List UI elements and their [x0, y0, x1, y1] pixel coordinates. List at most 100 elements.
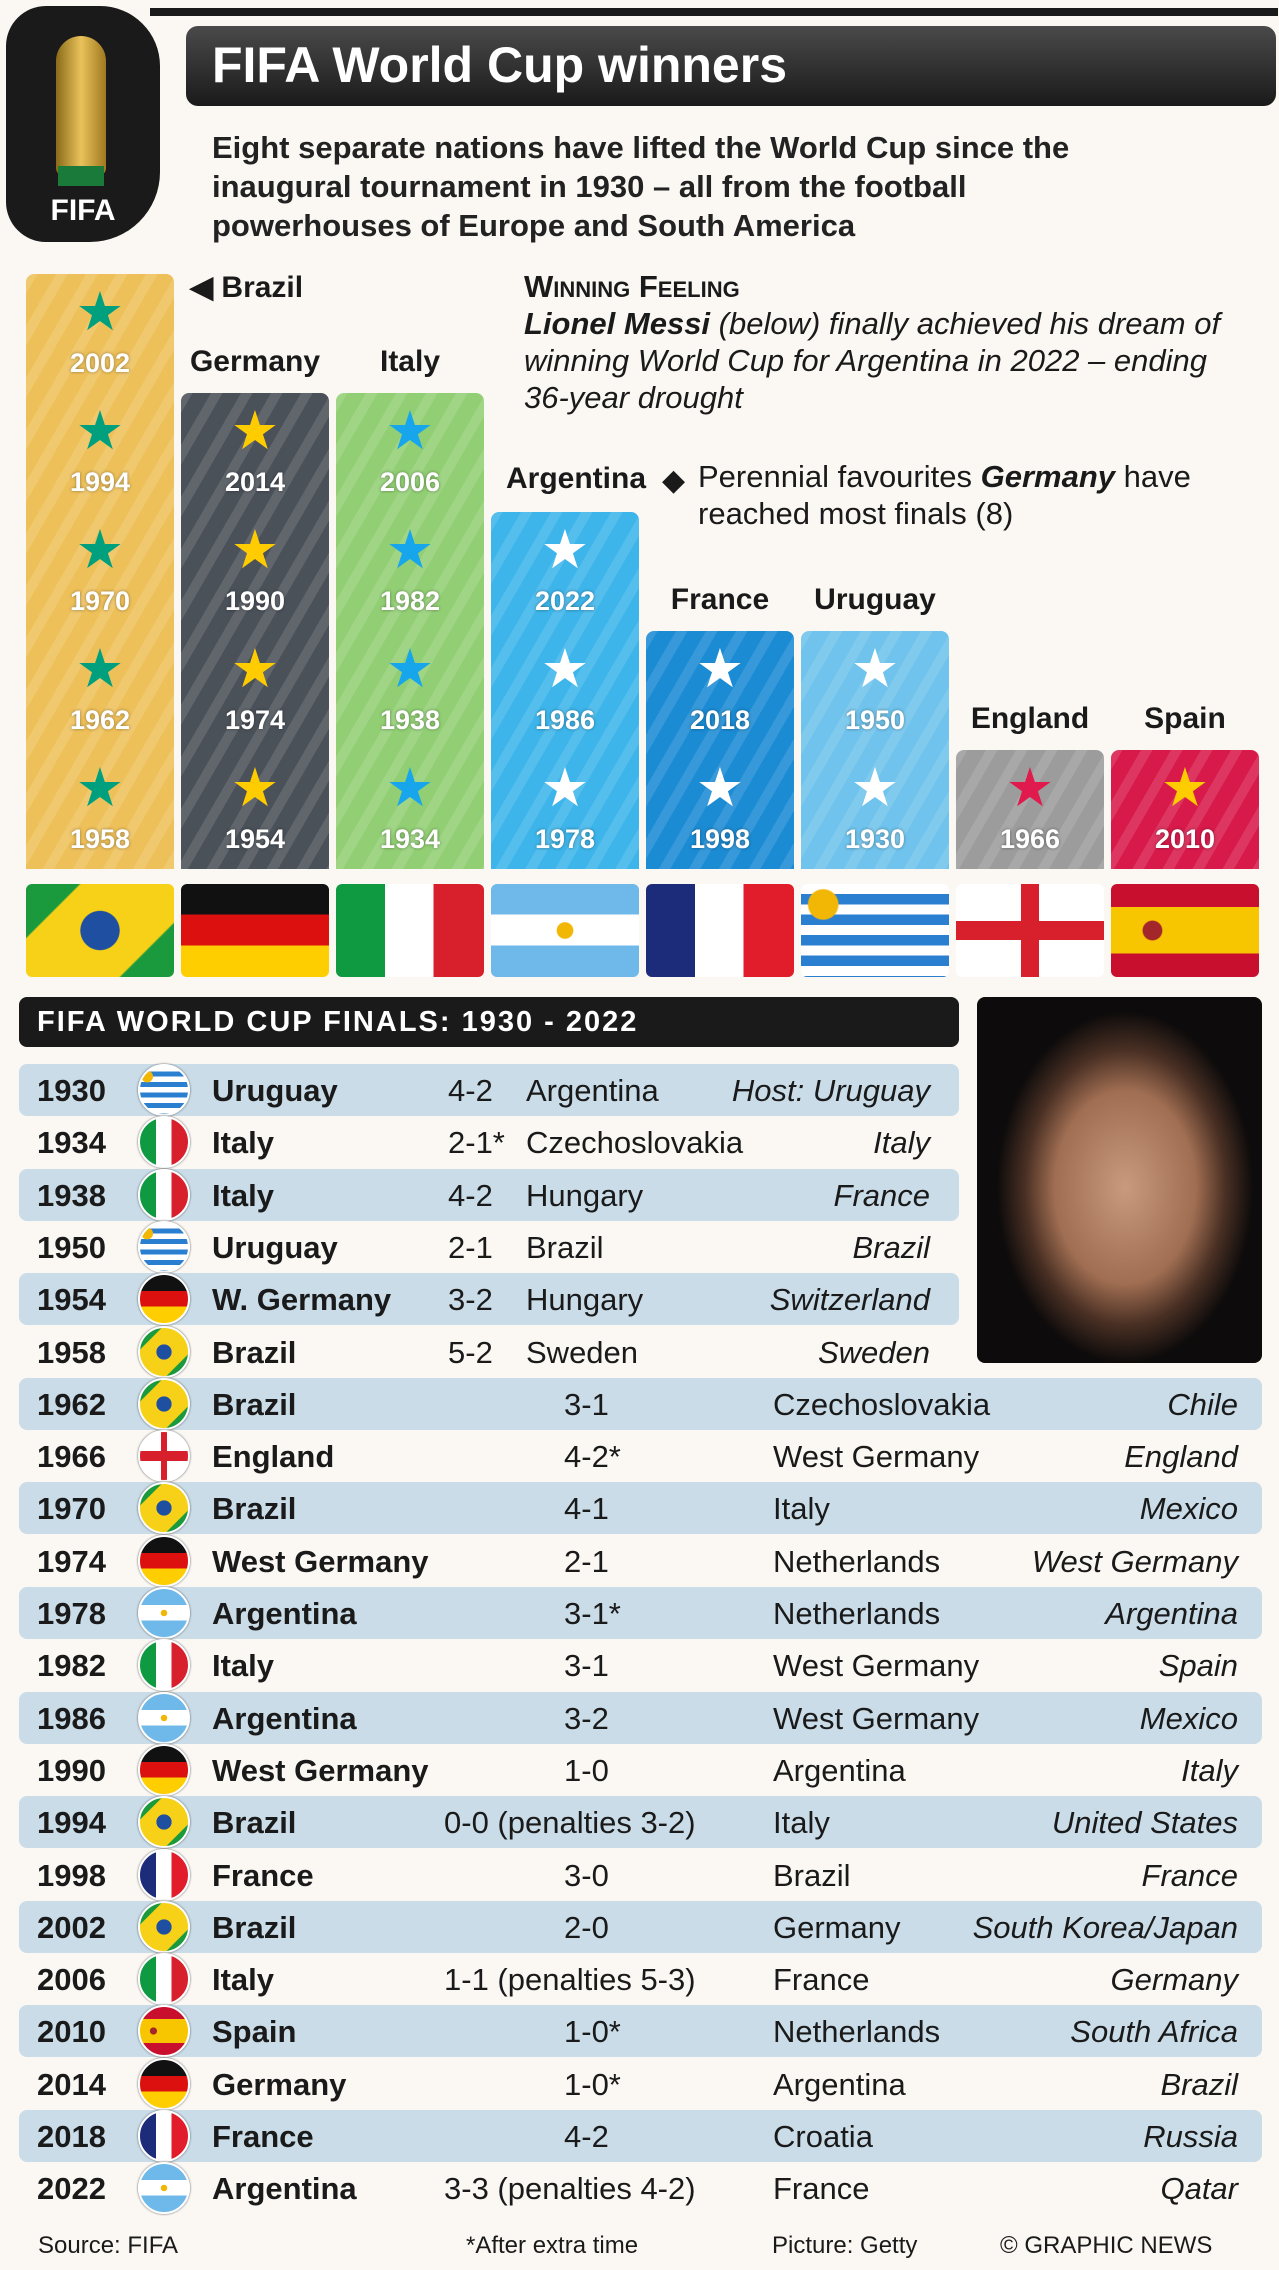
- star-icon: ★: [230, 520, 280, 580]
- flag-icon-uruguay: [138, 1064, 190, 1116]
- nation-column: ★ 2010: [1111, 750, 1259, 869]
- star-icon: ★: [385, 639, 435, 699]
- year: 1950: [37, 1229, 106, 1265]
- title-cell: ★ 2010: [1111, 750, 1259, 869]
- opponent: Argentina: [526, 1073, 659, 1108]
- title-year: 1934: [379, 824, 441, 854]
- star-icon: ★: [75, 639, 125, 699]
- flag-england: [956, 884, 1104, 977]
- title-year: 1938: [379, 705, 441, 735]
- trophy-icon: [56, 36, 106, 176]
- flag-icon-brazil: [138, 1482, 190, 1535]
- winner: Brazil: [212, 1909, 297, 1945]
- star-icon: ★: [385, 758, 435, 818]
- year: 1974: [37, 1543, 106, 1579]
- year: 2014: [37, 2066, 106, 2102]
- title-cell: ★ 1966: [956, 750, 1104, 869]
- winner: W. Germany: [212, 1282, 392, 1318]
- winner: Argentina: [212, 1700, 357, 1736]
- title-cell: ★ 2018: [646, 631, 794, 750]
- opponent: Netherlands: [773, 2014, 941, 2050]
- star-icon: ★: [75, 758, 125, 818]
- winner: West Germany: [212, 1543, 429, 1579]
- score: 4-1: [564, 1491, 609, 1527]
- title-cell: ★ 1970: [26, 512, 174, 631]
- diamond-icon: ◆: [662, 464, 686, 497]
- table-row: 1986 Argentina 3-2 West Germany Mexico: [19, 1691, 1262, 1744]
- host: Chile: [1167, 1386, 1238, 1422]
- table-row: 1990 West Germany 1-0 Argentina Italy: [19, 1743, 1262, 1796]
- score: 4-2: [448, 1073, 493, 1108]
- fav-name: Germany: [980, 459, 1116, 494]
- host: Russia: [1143, 2119, 1238, 2154]
- title-year: 1930: [844, 824, 906, 854]
- year: 1970: [37, 1491, 106, 1527]
- winner: West Germany: [212, 1752, 429, 1788]
- subtitle: Eight separate nations have lifted the W…: [212, 130, 1070, 243]
- opponent: West Germany: [773, 1700, 980, 1736]
- opponent: Brazil: [526, 1229, 604, 1265]
- score: 5-2: [448, 1334, 493, 1370]
- score: 3-0: [564, 1857, 609, 1893]
- note-name: Lionel Messi: [524, 306, 711, 341]
- title-cell: ★ 1958: [26, 750, 174, 869]
- year: 1958: [37, 1334, 106, 1370]
- host: France: [833, 1177, 930, 1213]
- fav-text: Perennial favourites: [698, 459, 981, 494]
- favourites-note: ◆ Perennial favourites Germany have reach…: [662, 458, 1278, 532]
- title-year: 2010: [1154, 824, 1216, 854]
- year: 1982: [37, 1648, 106, 1684]
- nation-column: ★ 2022 ★ 1986 ★ 1978: [491, 512, 639, 869]
- flag-brazil: [26, 884, 174, 977]
- host: Qatar: [1160, 2171, 1238, 2207]
- table-row: 1966 England 4-2* West Germany England: [19, 1430, 1262, 1483]
- table-row: 2018 France 4-2 Croatia Russia: [19, 2110, 1262, 2162]
- picture-credit: Picture: Getty: [772, 2232, 918, 2259]
- title-year: 1974: [224, 705, 286, 735]
- opponent: Sweden: [526, 1334, 639, 1370]
- flag-icon-france: [138, 1848, 190, 1901]
- flag-icon-brazil: [138, 1900, 190, 1953]
- nation-name: Italy: [379, 345, 441, 378]
- nation-name: France: [670, 583, 770, 616]
- opponent: Netherlands: [773, 1596, 941, 1631]
- winner: Brazil: [212, 1491, 297, 1527]
- copyright: © GRAPHIC NEWS: [1000, 2232, 1213, 2259]
- nation-name: England: [970, 702, 1090, 735]
- score: 3-2: [448, 1282, 493, 1318]
- table-row: 1998 France 3-0 Brazil France: [19, 1848, 1262, 1901]
- title-year: 2002: [69, 348, 131, 378]
- flag-icon-italy: [138, 1168, 190, 1221]
- winner: England: [212, 1439, 335, 1475]
- finals-heading: FIFA WORLD CUP FINALS: 1930 - 2022: [19, 997, 959, 1047]
- winner: Germany: [212, 2066, 347, 2102]
- opponent: Brazil: [773, 1857, 851, 1893]
- year: 1938: [37, 1177, 106, 1213]
- star-icon: ★: [75, 520, 125, 580]
- flag-icon-argentina: [138, 1587, 190, 1639]
- host: Host: Uruguay: [731, 1073, 930, 1108]
- year: 2002: [37, 1909, 106, 1945]
- nation-column: ★ 1966: [956, 750, 1104, 869]
- flag-france: [646, 884, 794, 977]
- title-cell: ★ 1962: [26, 631, 174, 750]
- star-icon: ★: [850, 758, 900, 818]
- winner: Uruguay: [212, 1073, 338, 1108]
- title-year: 2014: [224, 467, 286, 497]
- opponent: West Germany: [773, 1648, 980, 1684]
- flag-icon-argentina: [138, 2162, 190, 2215]
- winner: Uruguay: [212, 1229, 338, 1265]
- table-row: 1982 Italy 3-1 West Germany Spain: [19, 1639, 1262, 1692]
- star-icon: ★: [385, 401, 435, 461]
- score: 3-3 (penalties 4-2): [444, 2171, 696, 2207]
- opponent: Italy: [773, 1805, 830, 1841]
- top-rule: [150, 8, 1278, 16]
- host: United States: [1051, 1805, 1238, 1841]
- table-row: 1974 West Germany 2-1 Netherlands West G…: [19, 1534, 1262, 1587]
- opponent: Hungary: [526, 1177, 644, 1213]
- year: 1978: [37, 1596, 106, 1631]
- winning-feeling-note: Winning Feeling Lionel Messi (below) fina…: [524, 268, 1244, 416]
- nation-name: Spain: [1144, 702, 1226, 735]
- opponent: Germany: [773, 1909, 901, 1945]
- table-row: 1930 Uruguay 4-2 Argentina Host: Uruguay: [19, 1064, 959, 1116]
